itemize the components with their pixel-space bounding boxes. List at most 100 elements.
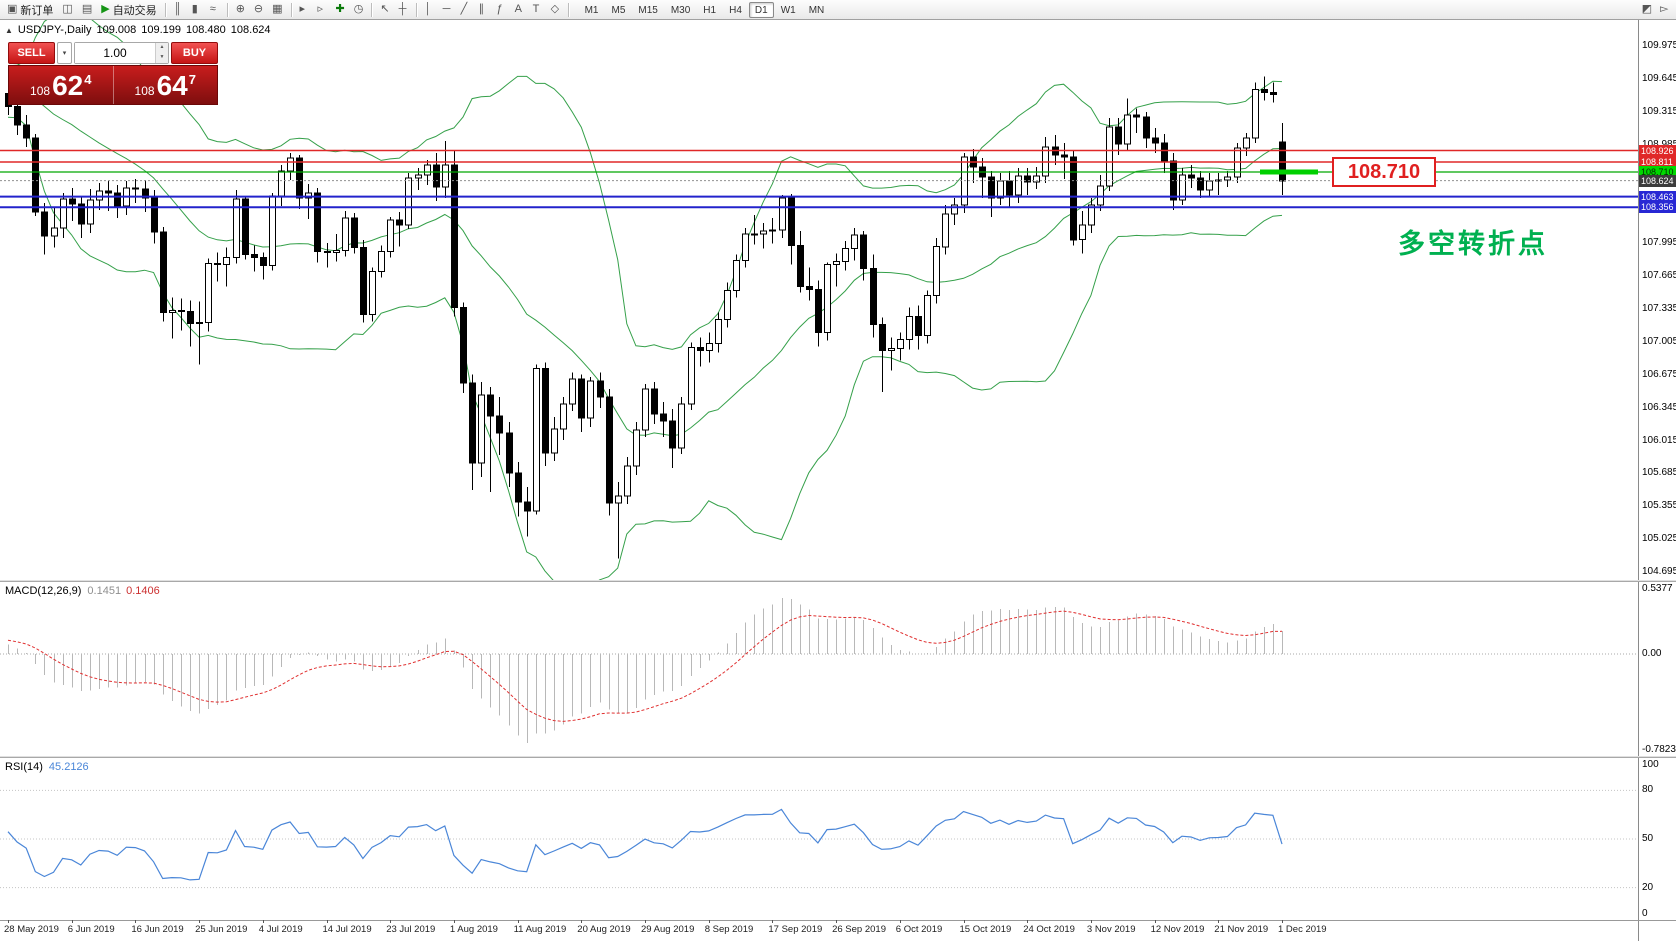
rsi-scale-label: 80 — [1642, 784, 1654, 796]
rsi-name: RSI(14) — [5, 761, 43, 773]
label-button[interactable]: T — [529, 1, 546, 18]
cursor-icon: ↖ — [380, 3, 390, 15]
time-axis-label: 11 Aug 2019 — [513, 924, 567, 935]
new-order-icon: ▣ — [7, 3, 18, 15]
price-scale-label: 109.975 — [1642, 40, 1676, 51]
highlight-segment[interactable] — [1260, 169, 1318, 175]
timeframe-button-m1[interactable]: M1 — [584, 4, 599, 16]
pointer-tool-button[interactable]: ▻ — [1656, 1, 1673, 18]
timeframe-button-m30[interactable]: M30 — [670, 4, 691, 16]
bollinger-lower-band — [7, 116, 1283, 580]
price-scale-label: 105.025 — [1642, 533, 1676, 545]
turning-point-annotation[interactable]: 多空转折点 — [1398, 229, 1548, 259]
chart-shift-button[interactable]: ▹ — [314, 1, 331, 18]
price-scale-label: 107.995 — [1642, 237, 1676, 249]
tile-windows-button[interactable]: ▦ — [268, 1, 286, 18]
channel-button[interactable]: ∥ — [475, 1, 492, 18]
zoom-out-icon: ⊖ — [253, 3, 264, 15]
candles — [5, 76, 1286, 559]
text-button[interactable]: A — [511, 1, 528, 18]
ohlc-close: 108.624 — [230, 24, 271, 36]
buy-button[interactable]: BUY — [171, 42, 218, 64]
time-axis-label: 4 Jul 2019 — [258, 924, 303, 935]
auto-scroll-button[interactable]: ▸ — [296, 1, 313, 18]
toolbar-separator — [290, 2, 292, 17]
period-menu-button[interactable]: ◷ — [350, 1, 368, 18]
ask-price[interactable]: 108 64 7 — [112, 66, 218, 104]
zoom-in-button[interactable]: ⊕ — [232, 1, 249, 18]
rsi-scale-label: 100 — [1642, 759, 1659, 770]
bid-big: 62 — [52, 70, 84, 101]
crosshair-icon: ┼ — [398, 3, 407, 15]
trendline-icon: ╱ — [460, 3, 468, 15]
volume-field: ▲ ▼ — [74, 42, 169, 64]
indicators-button[interactable]: ✚ — [332, 1, 349, 18]
bar-chart-button[interactable]: ║ — [170, 1, 187, 18]
price-line-label: 108.926 — [1639, 144, 1676, 157]
order-type-dropdown[interactable]: ▾ — [57, 42, 72, 64]
line-chart-button[interactable]: ≈ — [206, 1, 223, 18]
community-button[interactable]: ◩ — [1638, 1, 1656, 18]
toolbar-separator — [415, 2, 417, 17]
timeframe-button-h4[interactable]: H4 — [729, 4, 742, 16]
pointer-tool-icon: ▻ — [1660, 3, 1669, 15]
macd-splitter[interactable] — [0, 580, 1676, 582]
macd-panel-canvas[interactable] — [0, 582, 1638, 756]
fibonacci-button[interactable]: ƒ — [493, 1, 510, 18]
spin-down-icon[interactable]: ▼ — [156, 53, 168, 63]
vertical-line-button[interactable]: │ — [421, 1, 438, 18]
sell-button[interactable]: SELL — [8, 42, 55, 64]
timeframe-button-m5[interactable]: M5 — [611, 4, 626, 16]
price-scale-label: 105.685 — [1642, 467, 1676, 479]
timeframe-button-d1[interactable]: D1 — [748, 1, 774, 18]
timeframe-button-w1[interactable]: W1 — [780, 4, 796, 16]
price-scale-label: 108.325 — [1642, 204, 1676, 216]
charts-window-button[interactable]: ◫ — [58, 1, 76, 18]
time-axis-label: 21 Nov 2019 — [1214, 924, 1269, 935]
charts-window-icon: ◫ — [62, 3, 73, 15]
community-icon: ◩ — [1641, 3, 1652, 15]
time-axis-label: 8 Sep 2019 — [704, 924, 754, 935]
price-line-label: 108.463 — [1639, 190, 1676, 203]
main-chart-canvas[interactable] — [0, 20, 1638, 580]
timeframe-button-mn[interactable]: MN — [808, 4, 825, 16]
zoom-out-button[interactable]: ⊖ — [250, 1, 267, 18]
volume-spinner[interactable]: ▲ ▼ — [155, 43, 168, 63]
price-scale-label: 108.985 — [1642, 138, 1676, 150]
price-scale-border — [1638, 20, 1639, 941]
rsi-indicator-label: RSI(14) 45.2126 — [5, 761, 89, 773]
bid-price[interactable]: 108 62 4 — [9, 66, 113, 104]
crosshair-button[interactable]: ┼ — [395, 1, 412, 18]
horizontal-line-button[interactable]: ─ — [439, 1, 456, 18]
cursor-button[interactable]: ↖ — [376, 1, 393, 18]
new-order-button[interactable]: ▣ 新订单 — [3, 1, 57, 18]
main-toolbar: ▣ 新订单 ◫ ▤ ▶ 自动交易 ║ ▮ ≈ ⊕ ⊖ ▦ ▸ ▹ ✚ ◷ ↖ ┼ │ ─ ╱ ∥ ƒ A T ◇ M1 M5 M15 M3… — [0, 0, 1676, 20]
time-axis-label: 16 Jun 2019 — [131, 924, 184, 935]
text-icon: A — [514, 3, 522, 15]
price-scale-label: 106.015 — [1642, 434, 1676, 446]
one-click-trading-panel: SELL ▾ ▲ ▼ BUY 108 62 4 108 64 7 — [8, 42, 218, 105]
timeframe-button-h1[interactable]: H1 — [703, 4, 717, 16]
trendline-button[interactable]: ╱ — [457, 1, 474, 18]
chart-info-line: ▲ USDJPY-,Daily 109.008 109.199 108.480 … — [5, 24, 271, 36]
auto-trading-button[interactable]: ▶ 自动交易 — [97, 1, 160, 18]
one-click-collapse-toggle[interactable]: ▲ — [5, 25, 13, 35]
macd-scale-label: 0.00 — [1642, 648, 1662, 659]
timeframe-toolbar: M1 M5 M15 M30 H1 H4 D1 W1 MN — [579, 1, 831, 18]
time-axis-label: 17 Sep 2019 — [768, 924, 823, 935]
time-axis-label: 20 Aug 2019 — [577, 924, 631, 935]
shapes-button[interactable]: ◇ — [547, 1, 564, 18]
candlestick-chart-button[interactable]: ▮ — [188, 1, 205, 18]
spin-up-icon[interactable]: ▲ — [156, 43, 168, 53]
price-scale-label: 109.315 — [1642, 105, 1676, 117]
tile-windows-icon: ▦ — [272, 3, 283, 15]
shapes-icon: ◇ — [550, 3, 560, 15]
rsi-splitter[interactable] — [0, 756, 1676, 758]
time-axis-label: 28 May 2019 — [4, 924, 59, 935]
rsi-panel-canvas[interactable] — [0, 758, 1638, 920]
timeframe-button-m15[interactable]: M15 — [638, 4, 658, 16]
price-annotation-box[interactable]: 108.710 — [1332, 157, 1436, 188]
price-line-label: 108.624 — [1639, 174, 1676, 187]
navigator-button[interactable]: ▤ — [78, 1, 96, 18]
volume-input[interactable] — [75, 43, 155, 63]
